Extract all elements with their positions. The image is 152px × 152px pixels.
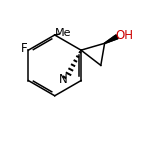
Text: F: F xyxy=(21,42,28,55)
Text: Me: Me xyxy=(55,28,71,38)
Text: OH: OH xyxy=(115,29,133,42)
Text: N: N xyxy=(59,73,67,86)
